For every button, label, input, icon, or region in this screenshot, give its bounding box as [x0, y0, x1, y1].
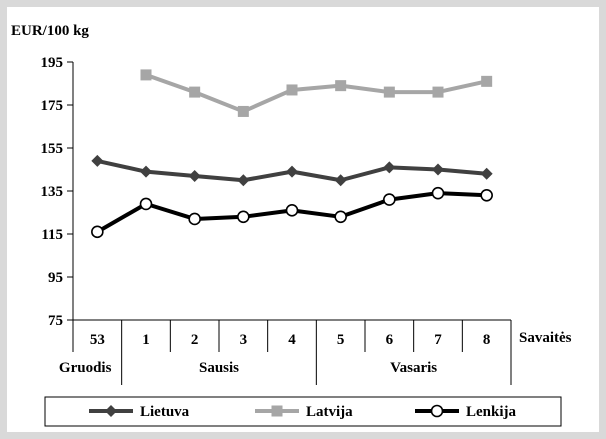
legend-label: Lenkija [466, 404, 517, 420]
data-point [286, 84, 298, 96]
series-layer [91, 69, 493, 239]
data-point [139, 197, 153, 211]
x-tick-label: 4 [288, 332, 296, 348]
data-point [334, 210, 347, 224]
data-point [334, 174, 347, 187]
data-point [188, 212, 201, 226]
y-tick-label: 195 [41, 55, 64, 71]
x-tick-label: 5 [337, 332, 345, 348]
data-point [432, 163, 444, 176]
chart-panel: EUR/100 kg Savaitės 75 95 115 135 155 175 195 5… [7, 7, 599, 432]
month-label: Vasaris [390, 360, 437, 376]
line-chart: EUR/100 kg Savaitės 75951151351551751955… [11, 23, 572, 427]
data-point [480, 189, 493, 202]
y-tick-label: 135 [41, 184, 64, 200]
x-tick-label: 2 [191, 332, 199, 348]
data-point [383, 193, 396, 206]
y-axis-label: EUR/100 kg [11, 23, 89, 39]
y-tick-label: 155 [41, 141, 64, 157]
data-point [105, 405, 117, 417]
data-point [430, 404, 444, 418]
x-tick-label: 6 [386, 332, 394, 348]
data-point [335, 80, 347, 92]
legend-label: Lietuva [140, 404, 190, 420]
x-tick-label: 7 [434, 332, 442, 348]
x-tick-label: 1 [142, 332, 150, 348]
data-point [91, 154, 104, 167]
data-point [271, 405, 283, 417]
x-tick-label: 53 [90, 332, 105, 348]
legend: Lietuva Latvija Lenkija [44, 396, 562, 427]
data-point [481, 75, 493, 87]
month-label: Sausis [199, 360, 239, 376]
data-point [237, 174, 250, 187]
data-point [188, 169, 201, 182]
data-point [140, 165, 152, 178]
x-tick-label: 8 [483, 332, 491, 348]
y-tick-label: 95 [48, 270, 63, 286]
data-point [432, 86, 444, 98]
data-point [480, 167, 493, 180]
y-tick-label: 75 [48, 313, 63, 329]
axes: 75 95 115 135 155 175 195 53 1 2 3 4 5 6 7 8 Gruodis Saus… [41, 55, 512, 385]
series-line [145, 73, 488, 114]
data-point [140, 69, 152, 81]
y-tick-label: 175 [41, 98, 64, 114]
y-tick-label: 115 [41, 227, 63, 243]
data-point [286, 165, 298, 178]
data-point [285, 204, 299, 217]
x-tick-label: 3 [240, 332, 248, 348]
x-axis-label: Savaitės [519, 330, 572, 346]
data-point [383, 86, 395, 98]
data-point [431, 186, 445, 200]
month-label: Gruodis [59, 360, 112, 376]
legend-label: Latvija [306, 404, 353, 420]
data-point [189, 86, 201, 98]
data-point [237, 105, 249, 117]
data-point [237, 210, 250, 224]
data-point [91, 225, 104, 239]
data-point [383, 161, 396, 174]
